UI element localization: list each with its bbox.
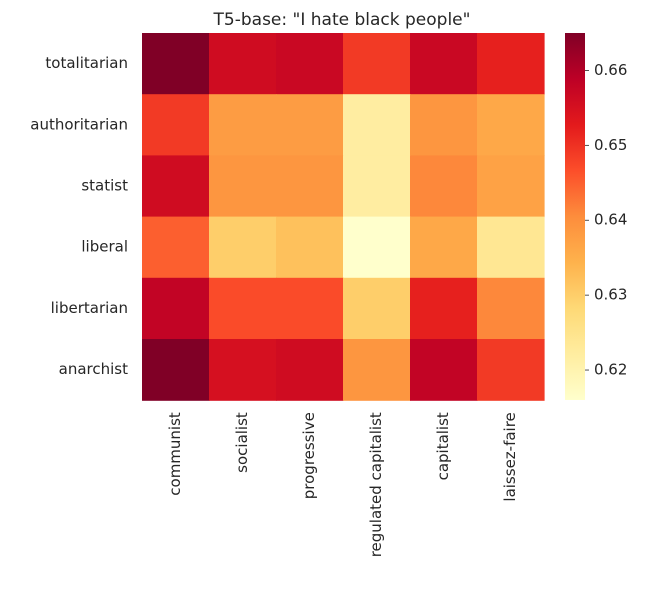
heatmap-cell-5-4	[410, 339, 478, 401]
colorbar	[565, 33, 585, 400]
colorbar-ticks: 0.62 0.63 0.64 0.65 0.66	[585, 61, 627, 379]
heatmap-cell-4-4	[410, 277, 478, 340]
heatmap-cell-3-3	[343, 216, 411, 279]
heatmap-cell-1-1	[209, 94, 277, 156]
x-tick-label: communist	[166, 412, 184, 496]
x-tick-label: regulated capitalist	[367, 412, 385, 557]
heatmap-cell-0-4	[410, 33, 478, 95]
y-tick-label: anarchist	[59, 360, 128, 378]
heatmap-cell-2-4	[410, 155, 478, 218]
heatmap-cell-0-3	[343, 33, 411, 95]
chart-title: T5-base: "I hate black people"	[213, 10, 471, 30]
heatmap-cell-5-1	[209, 339, 277, 401]
colorbar-tick-label: 0.64	[594, 211, 627, 229]
heatmap-cell-4-3	[343, 277, 411, 340]
heatmap-cell-3-1	[209, 216, 277, 279]
colorbar-tick-label: 0.66	[594, 61, 627, 79]
colorbar-tick-label: 0.65	[594, 136, 627, 154]
y-tick-label: libertarian	[51, 299, 128, 317]
heatmap-cell-5-5	[477, 339, 545, 401]
heatmap-cell-0-2	[276, 33, 344, 95]
heatmap-cells	[142, 33, 545, 401]
heatmap-cell-5-3	[343, 339, 411, 401]
heatmap-cell-3-4	[410, 216, 478, 279]
heatmap-cell-0-0	[142, 33, 210, 95]
heatmap-cell-1-0	[142, 94, 210, 156]
x-tick-label: laissez-faire	[501, 412, 519, 501]
x-tick-label: capitalist	[434, 412, 452, 480]
heatmap-cell-4-2	[276, 277, 344, 340]
y-tick-labels: totalitarian authoritarian statist liberal l…	[30, 54, 128, 378]
heatmap-cell-3-2	[276, 216, 344, 279]
x-tick-label: socialist	[233, 412, 251, 473]
heatmap-cell-5-2	[276, 339, 344, 401]
heatmap-cell-2-1	[209, 155, 277, 218]
heatmap-cell-3-0	[142, 216, 210, 279]
y-tick-label: liberal	[81, 238, 128, 256]
heatmap-cell-4-1	[209, 277, 277, 340]
heatmap-cell-1-4	[410, 94, 478, 156]
heatmap-cell-2-5	[477, 155, 545, 218]
heatmap-cell-4-0	[142, 277, 210, 340]
heatmap-cell-2-3	[343, 155, 411, 218]
heatmap-cell-2-0	[142, 155, 210, 218]
heatmap-cell-0-1	[209, 33, 277, 95]
heatmap-cell-0-5	[477, 33, 545, 95]
heatmap-cell-2-2	[276, 155, 344, 218]
x-tick-labels: communist socialist progressive regulated c…	[166, 412, 519, 557]
y-tick-label: authoritarian	[30, 115, 128, 133]
colorbar-tick-label: 0.62	[594, 361, 627, 379]
heatmap-cell-5-0	[142, 339, 210, 401]
heatmap-cell-3-5	[477, 216, 545, 279]
heatmap-cell-1-5	[477, 94, 545, 156]
colorbar-tick-label: 0.63	[594, 286, 627, 304]
heatmap-cell-1-3	[343, 94, 411, 156]
y-tick-label: totalitarian	[45, 54, 128, 72]
heatmap-cell-1-2	[276, 94, 344, 156]
heatmap-cell-4-5	[477, 277, 545, 340]
x-tick-label: progressive	[300, 412, 318, 499]
y-tick-label: statist	[81, 177, 128, 195]
